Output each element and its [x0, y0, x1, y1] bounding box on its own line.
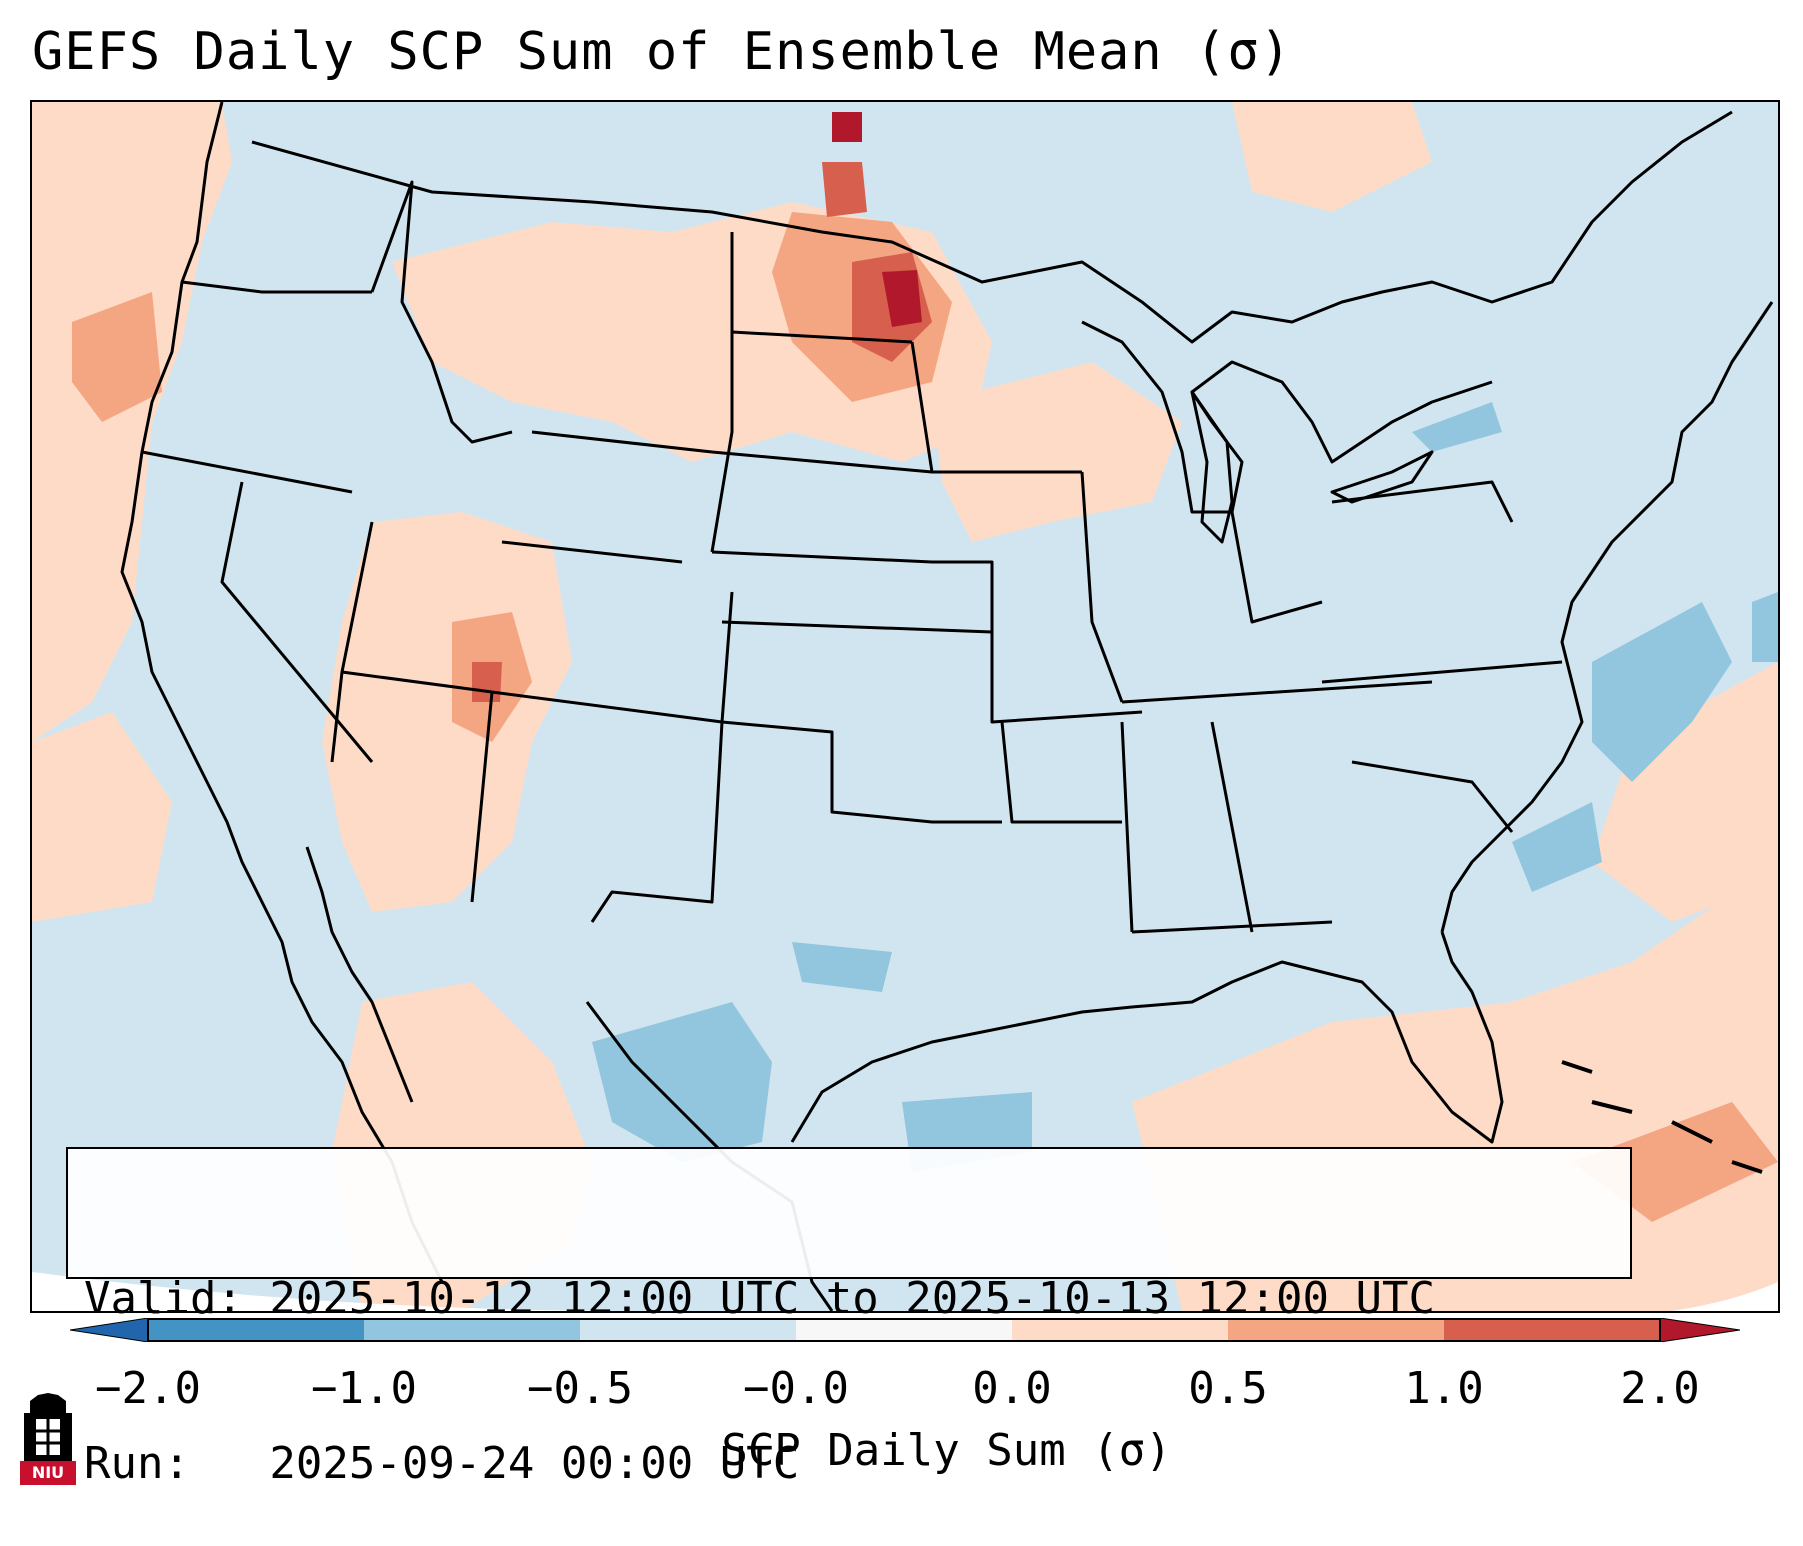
- colorbar-tick-label: 1.0: [1404, 1363, 1484, 1414]
- state-mt-dakotas: [710, 232, 734, 553]
- niu-logo-text: NIU: [20, 1461, 76, 1485]
- state-nc-sc: [1351, 760, 1514, 833]
- texas-panhandle-negative: [792, 942, 892, 992]
- valid-run-info-box: Valid: 2025-10-12 12:00 UTC to 2025-10-1…: [66, 1147, 1632, 1489]
- nd-north-extreme: [832, 112, 862, 142]
- west-coast: [120, 102, 444, 1283]
- state-pa-ny: [1331, 480, 1514, 523]
- projection-edge-right: [1672, 1282, 1778, 1311]
- texas-mexico-negative: [592, 1002, 772, 1162]
- state-ca-nv: [220, 481, 374, 763]
- state-id: [370, 180, 513, 444]
- state-ga-fl: [1131, 920, 1333, 934]
- state-va-nc: [1321, 660, 1563, 684]
- map-title: GEFS Daily SCP Sum of Ensemble Mean (σ): [32, 22, 1292, 82]
- state-sd-ne: [711, 450, 933, 474]
- map-canvas: [32, 102, 1778, 1311]
- colorbar-tick-label: 2.0: [1620, 1363, 1700, 1414]
- state-il-in: [1080, 471, 1124, 703]
- state-wa-or: [181, 280, 372, 294]
- state-wy-co: [501, 540, 683, 564]
- colorbar-bin-0: [796, 1318, 1012, 1342]
- atlantic-negative-east: [1752, 592, 1778, 662]
- colorbar-tick-label: −0.0: [743, 1363, 849, 1414]
- colorbar-tick-label: 0.0: [972, 1363, 1052, 1414]
- baja: [305, 846, 414, 1103]
- colorbar-tick-label: −1.0: [311, 1363, 417, 1414]
- colorbar-label: SCP Daily Sum (σ): [721, 1425, 1172, 1476]
- nc-coast-negative: [1512, 802, 1602, 892]
- negative-anomaly-regions: [592, 402, 1778, 1172]
- state-ms-al: [1120, 721, 1134, 933]
- colorbar-bin-05-1: [1228, 1318, 1444, 1342]
- state-co-nm: [491, 690, 723, 724]
- state-ne-ks: [711, 550, 933, 564]
- atlantic-negative: [1592, 602, 1732, 782]
- upper-midwest-positive: [932, 362, 1182, 542]
- colorbar-bin-1-2: [1444, 1318, 1660, 1342]
- state-co-ks: [720, 591, 734, 723]
- state-ok-tx: [721, 720, 1002, 824]
- state-mt-wy: [531, 430, 713, 454]
- state-ut-az: [341, 670, 493, 694]
- colorbar-over-arrow: [1659, 1318, 1740, 1342]
- extreme-positive-regions: [832, 112, 922, 327]
- lake-michigan: [1190, 390, 1234, 544]
- state-oh: [1230, 511, 1323, 624]
- state-tn-ky: [1121, 680, 1433, 704]
- state-ar-la: [1000, 721, 1122, 824]
- colorbar-tick-label: −2.0: [95, 1363, 201, 1414]
- state-az-nm: [470, 691, 494, 903]
- utah-strong: [472, 662, 502, 702]
- map-panel[interactable]: [30, 100, 1780, 1313]
- state-nm-tx: [590, 721, 724, 923]
- atlantic-positive: [1592, 662, 1778, 922]
- state-ks-ok: [721, 620, 993, 634]
- colorbar: [70, 1318, 1740, 1342]
- run-time-line: Run: 2025-09-24 00:00 UTC: [84, 1438, 800, 1489]
- nd-extreme: [882, 270, 922, 327]
- state-mo: [932, 560, 1143, 724]
- caribbean-islands: [1561, 1060, 1763, 1174]
- niu-logo: NIU: [20, 1393, 76, 1485]
- colorbar-tick-label: 0.5: [1188, 1363, 1268, 1414]
- state-or-ca: [141, 450, 353, 494]
- pacific-northwest-positive: [32, 102, 232, 742]
- west-coast-ocean-positive: [32, 712, 172, 922]
- castle-icon: [24, 1393, 72, 1463]
- northern-canada-positive: [1232, 102, 1432, 212]
- state-al-ga: [1210, 721, 1254, 933]
- projection-edge: [32, 1272, 632, 1311]
- colorbar-bin-neg05-0: [580, 1318, 796, 1342]
- colorbar-bin-neg1-neg05: [364, 1318, 580, 1342]
- colorbar-tick-label: −0.5: [527, 1363, 633, 1414]
- canada-border: [251, 110, 1733, 344]
- nd-north-strong: [822, 162, 867, 217]
- lake-ontario-negative: [1412, 402, 1502, 452]
- valid-time-line: Valid: 2025-10-12 12:00 UTC to 2025-10-1…: [84, 1273, 1436, 1324]
- four-corners-positive: [322, 512, 572, 912]
- texas-coast: [790, 931, 1504, 1144]
- state-nd-sd: [731, 330, 913, 344]
- coastlines-borders: [120, 102, 1774, 1311]
- state-mn-ia: [910, 341, 1082, 474]
- colorbar-bin-neg2-neg1: [148, 1318, 364, 1342]
- colorbar-under-arrow: [70, 1318, 149, 1342]
- colorbar-bin-0-05: [1012, 1318, 1228, 1342]
- colorbar-outline: [147, 1318, 1661, 1342]
- oregon-moderate: [72, 292, 162, 422]
